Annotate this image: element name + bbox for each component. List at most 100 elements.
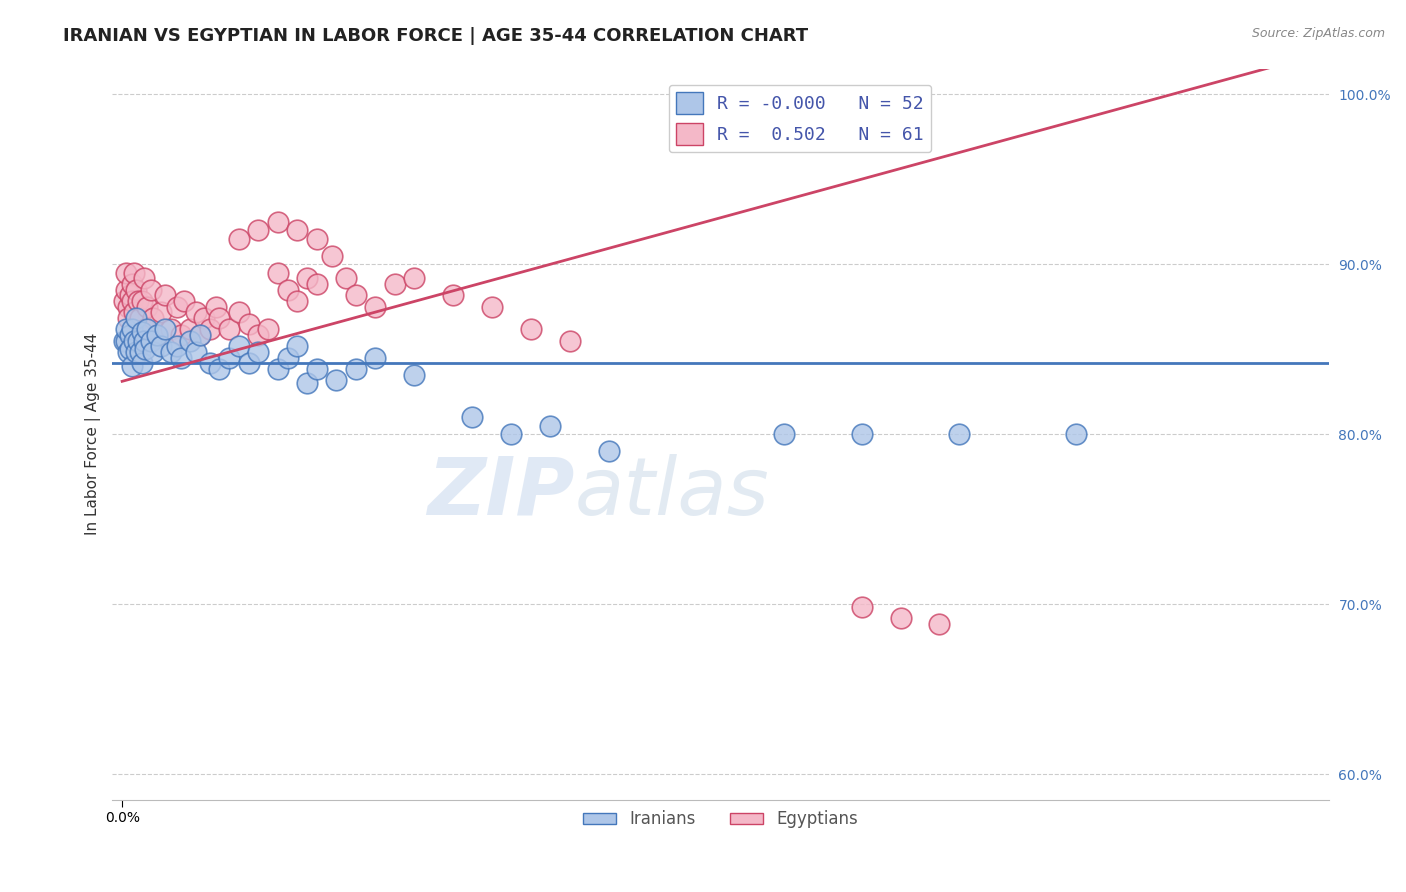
Point — [851, 427, 873, 442]
Point — [285, 223, 308, 237]
Point — [344, 362, 367, 376]
Point — [142, 345, 165, 359]
Point — [461, 410, 484, 425]
Point — [141, 283, 163, 297]
Point — [305, 362, 328, 376]
Point — [121, 321, 143, 335]
Point — [131, 325, 153, 339]
Point — [889, 610, 911, 624]
Point — [402, 270, 425, 285]
Point — [117, 300, 139, 314]
Text: ZIP: ZIP — [427, 453, 575, 532]
Point — [325, 373, 347, 387]
Point — [118, 328, 141, 343]
Y-axis label: In Labor Force | Age 35-44: In Labor Force | Age 35-44 — [86, 333, 101, 535]
Point — [121, 294, 143, 309]
Point — [238, 356, 260, 370]
Point — [125, 311, 148, 326]
Point — [520, 321, 543, 335]
Point — [169, 351, 191, 365]
Point — [125, 345, 148, 359]
Point — [184, 304, 207, 318]
Point — [321, 248, 343, 262]
Point — [305, 277, 328, 292]
Legend: Iranians, Egyptians: Iranians, Egyptians — [576, 804, 865, 835]
Point — [295, 376, 318, 390]
Point — [228, 231, 250, 245]
Point — [127, 294, 149, 309]
Point — [153, 321, 176, 335]
Point — [166, 300, 188, 314]
Point — [193, 311, 215, 326]
Point — [208, 311, 231, 326]
Point — [112, 334, 135, 348]
Point — [118, 342, 141, 356]
Point — [402, 368, 425, 382]
Point — [441, 287, 464, 301]
Point — [598, 444, 620, 458]
Point — [501, 427, 523, 442]
Point — [136, 300, 159, 314]
Text: Source: ZipAtlas.com: Source: ZipAtlas.com — [1251, 27, 1385, 40]
Text: atlas: atlas — [575, 453, 769, 532]
Point — [204, 300, 226, 314]
Point — [142, 311, 165, 326]
Point — [198, 356, 221, 370]
Text: IRANIAN VS EGYPTIAN IN LABOR FORCE | AGE 35-44 CORRELATION CHART: IRANIAN VS EGYPTIAN IN LABOR FORCE | AGE… — [63, 27, 808, 45]
Point — [134, 321, 156, 335]
Point — [364, 300, 387, 314]
Point — [247, 223, 270, 237]
Point — [150, 338, 173, 352]
Point — [285, 294, 308, 309]
Point — [159, 345, 181, 359]
Point — [218, 321, 240, 335]
Point — [247, 328, 270, 343]
Point — [208, 362, 231, 376]
Point — [115, 283, 138, 297]
Point — [159, 321, 181, 335]
Point — [131, 294, 153, 309]
Point — [267, 362, 290, 376]
Point — [228, 338, 250, 352]
Point — [166, 338, 188, 352]
Point — [851, 600, 873, 615]
Point — [136, 321, 159, 335]
Point — [179, 334, 201, 348]
Point — [112, 294, 135, 309]
Point — [115, 321, 138, 335]
Point — [132, 334, 155, 348]
Point — [285, 338, 308, 352]
Point — [122, 266, 145, 280]
Point — [132, 270, 155, 285]
Point — [134, 342, 156, 356]
Point — [772, 427, 794, 442]
Point — [928, 617, 950, 632]
Point — [538, 418, 561, 433]
Point — [364, 351, 387, 365]
Point — [344, 287, 367, 301]
Point — [267, 214, 290, 228]
Point — [153, 287, 176, 301]
Point — [118, 287, 141, 301]
Point — [122, 304, 145, 318]
Point — [277, 351, 299, 365]
Point — [188, 328, 211, 343]
Point — [384, 277, 406, 292]
Point — [169, 328, 191, 343]
Point — [179, 321, 201, 335]
Point — [305, 231, 328, 245]
Point — [198, 321, 221, 335]
Point — [1064, 427, 1087, 442]
Point — [128, 311, 150, 326]
Point — [125, 283, 148, 297]
Point — [218, 351, 240, 365]
Point — [481, 300, 503, 314]
Point — [184, 345, 207, 359]
Point — [121, 359, 143, 373]
Point — [247, 345, 270, 359]
Point — [238, 317, 260, 331]
Point — [146, 328, 169, 343]
Point — [146, 328, 169, 343]
Point — [141, 334, 163, 348]
Point — [127, 334, 149, 348]
